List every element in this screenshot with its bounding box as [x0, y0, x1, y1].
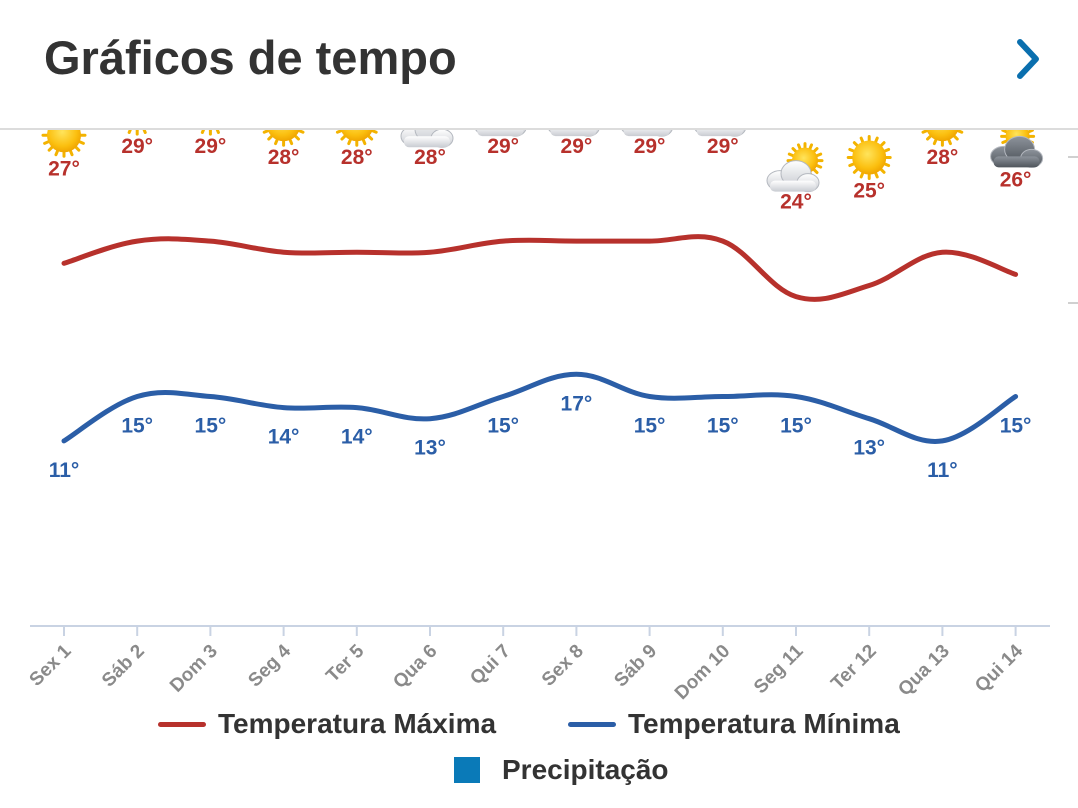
- chart-legend: Temperatura Máxima Temperatura Mínima Pr…: [0, 702, 1078, 808]
- label-min-3: 15°: [195, 415, 227, 438]
- x-tick-label: Seg 4: [244, 640, 295, 691]
- sun-icon: [335, 130, 378, 147]
- label-min-1: 11°: [49, 459, 80, 482]
- label-min-12: 13°: [853, 437, 885, 460]
- chevron-right-icon[interactable]: [1008, 34, 1048, 84]
- label-max-11: 24°: [780, 191, 812, 214]
- label-min-14: 15°: [1000, 415, 1032, 438]
- label-max-6: 28°: [414, 146, 446, 169]
- label-max-9: 29°: [634, 135, 666, 158]
- series-line-max: [61, 234, 1019, 302]
- sun-icon: [127, 130, 147, 136]
- label-min-9: 15°: [634, 415, 666, 438]
- label-min-5: 14°: [341, 426, 373, 449]
- page-title: Gráficos de tempo: [44, 31, 457, 84]
- partly-cloudy-icon: [766, 142, 824, 193]
- right-axis-ticks: [1068, 156, 1078, 304]
- sun-icon: [846, 135, 892, 180]
- label-max-8: 29°: [561, 135, 593, 158]
- label-max-10: 29°: [707, 135, 739, 158]
- x-tick-label: Ter 5: [322, 640, 368, 686]
- legend-label-precip: Precipitação: [502, 754, 669, 785]
- sun-icon: [262, 130, 305, 147]
- legend-label-max: Temperatura Máxima: [218, 708, 497, 739]
- cloudy-icon: [990, 130, 1044, 168]
- x-tick-label: Ter 12: [827, 641, 880, 694]
- x-tick-label: Qui 7: [466, 641, 514, 689]
- x-tick-label: Qua 6: [389, 641, 441, 693]
- partly-cloudy-icon: [694, 130, 746, 137]
- label-min-6: 13°: [414, 437, 446, 460]
- legend-swatch-max: [158, 721, 206, 727]
- sun-icon: [200, 130, 220, 136]
- sun-icon: [921, 130, 964, 147]
- label-min-2: 15°: [121, 415, 153, 438]
- label-max-1: 27°: [48, 157, 80, 180]
- header: Gráficos de tempo: [0, 0, 1078, 130]
- legend-item-min[interactable]: Temperatura Mínima: [568, 708, 900, 740]
- x-tick-label: Qui 14: [971, 640, 1027, 696]
- label-min-11: 15°: [780, 415, 812, 438]
- label-max-7: 29°: [487, 135, 519, 158]
- label-min-13: 11°: [927, 459, 958, 482]
- partly-cloudy-icon: [548, 130, 600, 137]
- legend-item-precip[interactable]: Precipitação: [454, 754, 669, 786]
- label-max-13: 28°: [927, 146, 959, 169]
- x-tick-label: Sex 8: [538, 641, 588, 691]
- legend-swatch-precip: [454, 757, 480, 783]
- x-tick-label: Dom 10: [671, 641, 734, 704]
- partly-cloudy-icon: [621, 130, 673, 137]
- legend-item-max[interactable]: Temperatura Máxima: [158, 708, 496, 740]
- label-min-10: 15°: [707, 415, 739, 438]
- x-tick-label: Dom 3: [166, 641, 222, 697]
- label-min-4: 14°: [268, 426, 300, 449]
- label-max-12: 25°: [853, 180, 885, 203]
- x-tick-label: Sáb 9: [610, 641, 661, 692]
- x-tick-label: Sex 1: [26, 640, 76, 690]
- label-max-4: 28°: [268, 146, 300, 169]
- legend-label-min: Temperatura Mínima: [628, 708, 900, 739]
- label-max-5: 28°: [341, 146, 373, 169]
- partly-cloudy-icon: [400, 130, 454, 148]
- x-tick-label: Sáb 2: [98, 641, 149, 692]
- label-max-2: 29°: [121, 135, 153, 158]
- x-tick-label: Seg 11: [750, 640, 808, 698]
- sun-icon: [41, 130, 87, 158]
- label-min-8: 17°: [561, 392, 593, 415]
- partly-cloudy-icon: [475, 130, 527, 137]
- weather-chart: 27° 29° 29° 28° 28° 28° 29° 29° 29° 29° 24° 25° 28° 2…: [26, 130, 1078, 704]
- series-line-min: [61, 371, 1019, 444]
- label-max-14: 26°: [1000, 168, 1032, 191]
- x-tick-label: Qua 13: [894, 641, 954, 701]
- label-min-7: 15°: [487, 415, 519, 438]
- label-max-3: 29°: [195, 135, 227, 158]
- legend-swatch-min: [568, 721, 616, 727]
